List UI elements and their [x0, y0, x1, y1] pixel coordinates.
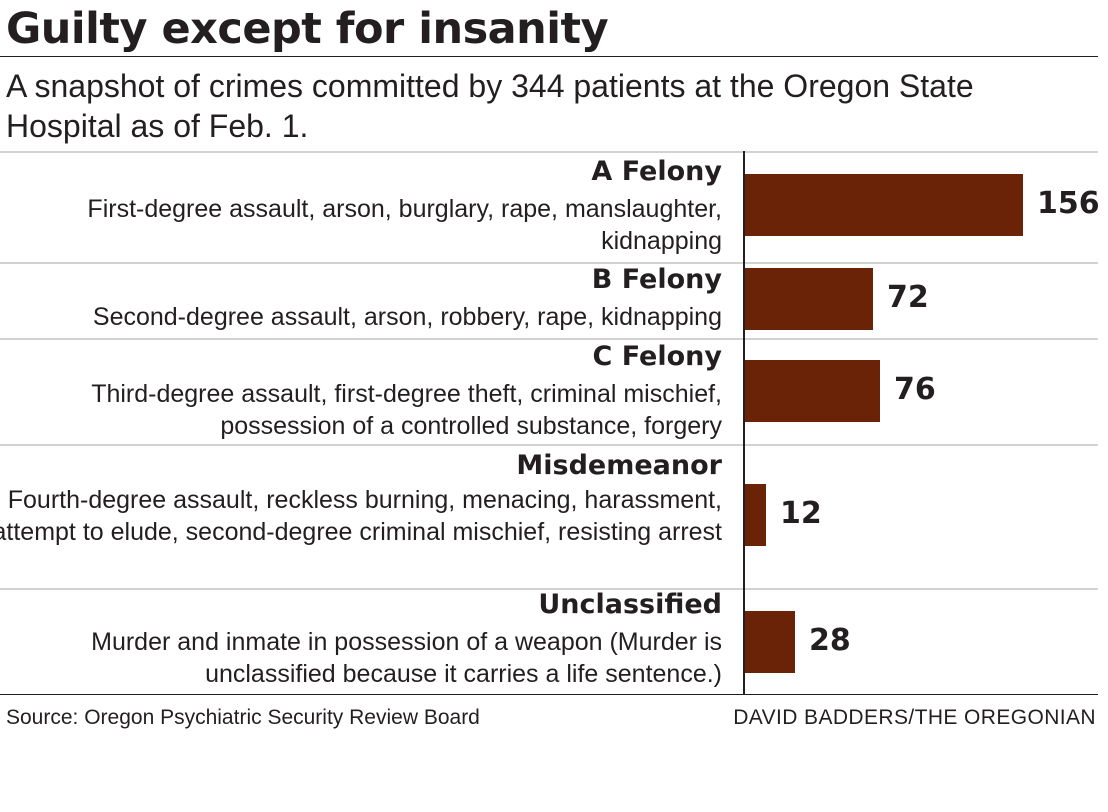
category-description: Third-degree assault, first-degree theft…: [91, 380, 722, 440]
chart-bottom-rule: [0, 694, 1098, 695]
row-divider: [0, 588, 1098, 590]
chart-title: Guilty except for insanity: [6, 4, 609, 54]
bar: [745, 484, 766, 546]
value-label: 76: [894, 372, 936, 407]
value-label: 28: [809, 623, 851, 658]
bar: [745, 174, 1023, 236]
category-label: B Felony: [591, 264, 722, 295]
title-divider: [0, 56, 1098, 57]
bar: [745, 268, 873, 330]
category-description: Second-degree assault, arson, robbery, r…: [92, 303, 722, 331]
value-label: 72: [887, 280, 929, 315]
value-axis-line: [743, 151, 745, 694]
category-description: Fourth-degree assault, reckless burning,…: [0, 486, 722, 546]
bar: [745, 360, 880, 422]
bar: [745, 611, 795, 673]
category-label: Unclassified: [538, 589, 722, 620]
chart-subtitle: A snapshot of crimes committed by 344 pa…: [6, 68, 974, 144]
row-divider: [0, 262, 1098, 264]
category-label: Misdemeanor: [516, 450, 722, 481]
category-label: C Felony: [592, 341, 722, 372]
row-divider: [0, 338, 1098, 340]
category-label: A Felony: [591, 156, 722, 187]
row-divider: [0, 151, 1098, 153]
source-note: Source: Oregon Psychiatric Security Revi…: [6, 706, 480, 729]
row-divider: [0, 444, 1098, 446]
value-label: 12: [780, 496, 822, 531]
category-description: First-degree assault, arson, burglary, r…: [87, 195, 722, 255]
value-label: 156: [1037, 186, 1100, 221]
category-description: Murder and inmate in possession of a wea…: [91, 628, 722, 688]
credit-line: DAVID BADDERS/THE OREGONIAN: [733, 706, 1096, 729]
